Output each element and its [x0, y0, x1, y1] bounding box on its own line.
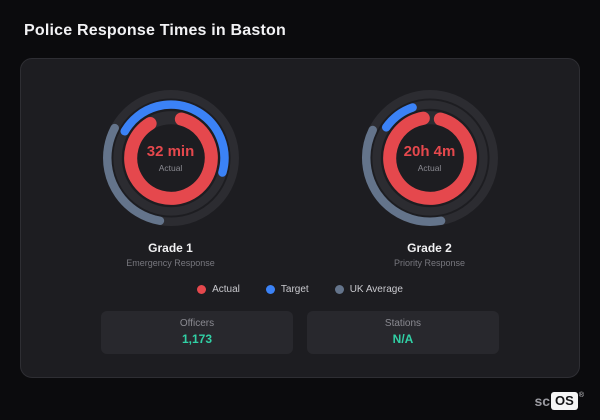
- legend-item-uk-average[interactable]: UK Average: [334, 284, 403, 295]
- gauge-grade-2: 20h 4m Actual Grade 2 Priority Response: [310, 83, 550, 268]
- stat-label: Stations: [384, 318, 422, 329]
- scos-logo: sc OS ®: [534, 392, 584, 410]
- page-title: Police Response Times in Baston: [24, 22, 286, 39]
- gauge-title: Grade 2: [407, 241, 452, 255]
- response-times-card: 32 min Actual Grade 1 Emergency Response: [20, 58, 580, 378]
- legend-dot-uk-average-icon: [334, 285, 344, 294]
- target-arc: [112, 100, 229, 216]
- gauge-grade-1: 32 min Actual Grade 1 Emergency Response: [51, 83, 291, 268]
- actual-arc: [382, 111, 477, 205]
- gauge-title: Grade 1: [148, 241, 193, 255]
- stat-box-officers: Officers 1,173: [101, 311, 293, 354]
- legend: Actual Target UK Average: [41, 284, 559, 295]
- stats-row: Officers 1,173 Stations N/A: [41, 311, 559, 354]
- legend-label: UK Average: [349, 284, 403, 295]
- gauge-chart-grade-1: 32 min Actual: [96, 83, 246, 233]
- gauge-svg: [102, 90, 239, 226]
- legend-item-actual[interactable]: Actual: [197, 284, 240, 295]
- stat-value: 1,173: [181, 332, 213, 346]
- gauges-row: 32 min Actual Grade 1 Emergency Response: [41, 83, 559, 268]
- uk-average-arc: [361, 90, 498, 226]
- logo-box: OS: [551, 392, 578, 410]
- uk-average-arc: [102, 90, 239, 226]
- gauge-svg: [361, 90, 498, 226]
- legend-item-target[interactable]: Target: [265, 284, 309, 295]
- target-arc: [371, 100, 488, 216]
- stat-value: N/A: [392, 332, 414, 346]
- gauge-chart-grade-2: 20h 4m Actual: [355, 83, 505, 233]
- logo-prefix: sc: [534, 393, 551, 409]
- stat-box-stations: Stations N/A: [307, 311, 499, 354]
- gauge-subtitle: Emergency Response: [126, 258, 215, 268]
- legend-label: Actual: [212, 284, 240, 295]
- legend-label: Target: [280, 284, 309, 295]
- gauge-subtitle: Priority Response: [393, 258, 466, 268]
- actual-arc: [123, 111, 218, 205]
- registered-mark-icon: ®: [578, 392, 584, 399]
- stat-label: Officers: [179, 318, 215, 329]
- legend-dot-target-icon: [265, 285, 275, 294]
- legend-dot-actual-icon: [197, 285, 207, 294]
